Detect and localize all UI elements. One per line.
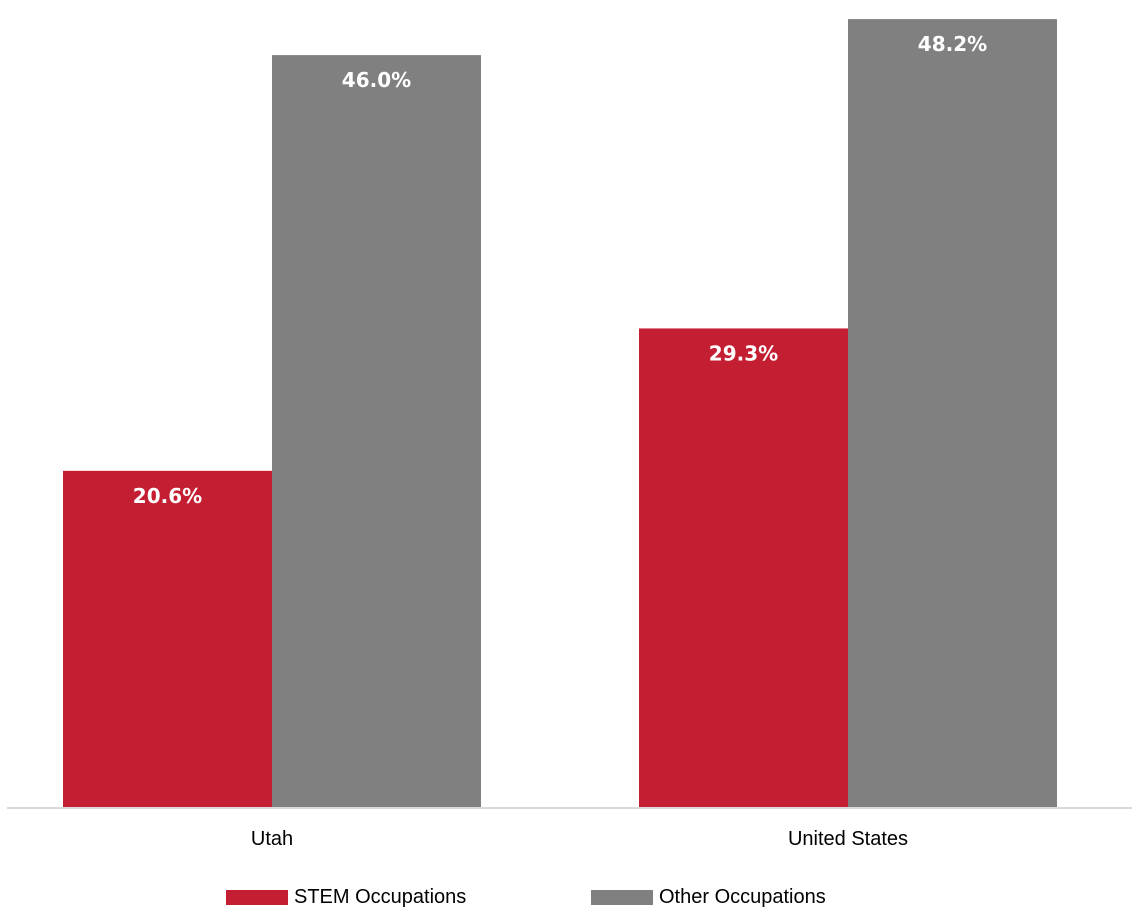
bar-stem-utah <box>63 470 272 808</box>
legend-item-other: Other Occupations <box>591 886 826 909</box>
legend-swatch-stem <box>226 890 288 905</box>
bar-other-us <box>848 19 1057 809</box>
bar-labels-group: 20.6% 46.0% 29.3% 48.2% <box>133 32 987 508</box>
bar-other-utah <box>272 55 481 808</box>
bars-group <box>63 19 1057 809</box>
data-label-other-utah: 46.0% <box>342 68 411 92</box>
legend-swatch-other <box>591 890 653 905</box>
legend: STEM Occupations Other Occupations <box>0 886 1132 916</box>
data-label-stem-us: 29.3% <box>709 341 778 365</box>
x-tick-label-us: United States <box>788 828 908 850</box>
data-label-other-us: 48.2% <box>918 32 987 56</box>
data-label-stem-utah: 20.6% <box>133 484 202 508</box>
x-tick-label-utah: Utah <box>251 828 293 850</box>
x-tick-labels: Utah United States <box>251 828 908 850</box>
bar-stem-us <box>639 328 848 808</box>
legend-label-other: Other Occupations <box>659 886 826 908</box>
legend-label-stem: STEM Occupations <box>294 886 467 908</box>
legend-item-stem: STEM Occupations <box>226 886 466 909</box>
